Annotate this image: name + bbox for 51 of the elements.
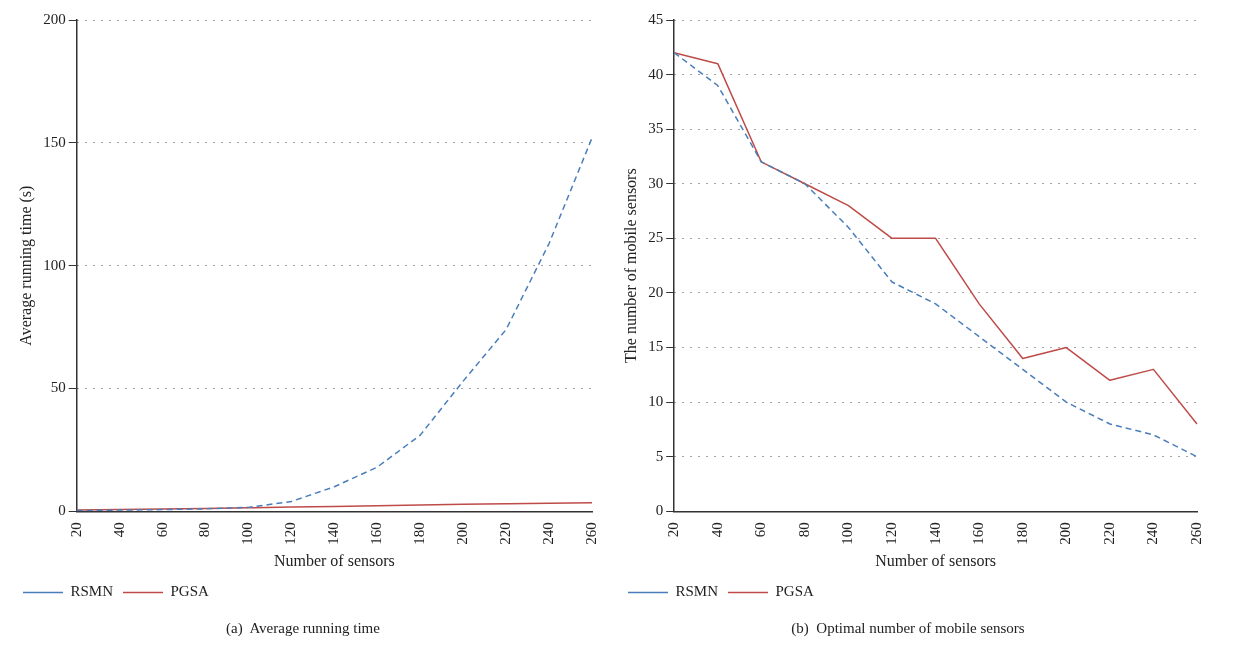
y-tick-label: 5 [655,447,664,464]
x-tick-label: 20 [665,522,682,538]
x-tick-label: 60 [153,522,170,538]
legend-label: PGSA [775,583,815,600]
x-tick-label: 260 [1187,522,1204,545]
text: (b) Optimal number of mobile sensors [791,619,1025,637]
x-tick-label: 200 [1057,522,1074,545]
x-axis-title: Number of sensors [875,551,997,569]
x-tick-label: 240 [1144,522,1161,545]
x-tick-label: 100 [839,522,856,545]
x-tick-label: 60 [752,522,769,538]
x-tick-label: 260 [582,522,599,545]
y-tick-label: 0 [58,502,66,519]
x-tick-label: 220 [1100,522,1117,545]
y-tick-label: 100 [43,256,66,273]
x-tick-label: 20 [67,522,84,538]
y-tick-label: 50 [50,379,66,396]
y-axis-title: The number of mobile sensors [621,168,639,363]
x-tick-label: 120 [882,522,899,545]
y-tick-label: 35 [648,120,664,137]
y-tick-label: 25 [648,229,664,246]
x-tick-label: 240 [540,522,556,545]
x-tick-label: 100 [239,522,256,545]
x-tick-label: 160 [368,522,385,545]
y-tick-label: 45 [648,10,664,27]
x-tick-label: 220 [497,522,514,545]
x-tick-label: 120 [282,522,299,545]
legend-label: PGSA [170,583,210,600]
x-tick-label: 200 [454,522,471,545]
x-tick-label: 160 [970,522,987,545]
legend-label: RSMN [70,583,114,600]
y-tick-label: 200 [43,10,66,27]
x-axis-title: Number of sensors [273,551,395,569]
y-tick-label: 15 [648,338,664,355]
y-tick-label: 20 [648,283,664,300]
x-tick-label: 140 [325,522,342,545]
y-tick-label: 40 [648,65,664,82]
y-tick-label: 150 [43,133,66,150]
x-tick-label: 180 [411,522,428,545]
x-tick-label: 40 [708,522,725,538]
legend-label: RSMN [675,583,719,600]
x-tick-label: 140 [926,522,943,545]
y-axis-title: Average running time (s) [16,185,35,346]
y-tick-label: 10 [648,393,664,410]
y-tick-label: 30 [648,174,664,191]
x-tick-label: 180 [1013,522,1030,545]
x-tick-label: 80 [795,522,812,538]
text: (a) Average running time [226,619,381,637]
x-tick-label: 80 [196,522,213,538]
x-tick-label: 40 [110,522,127,538]
y-tick-label: 0 [655,502,664,519]
